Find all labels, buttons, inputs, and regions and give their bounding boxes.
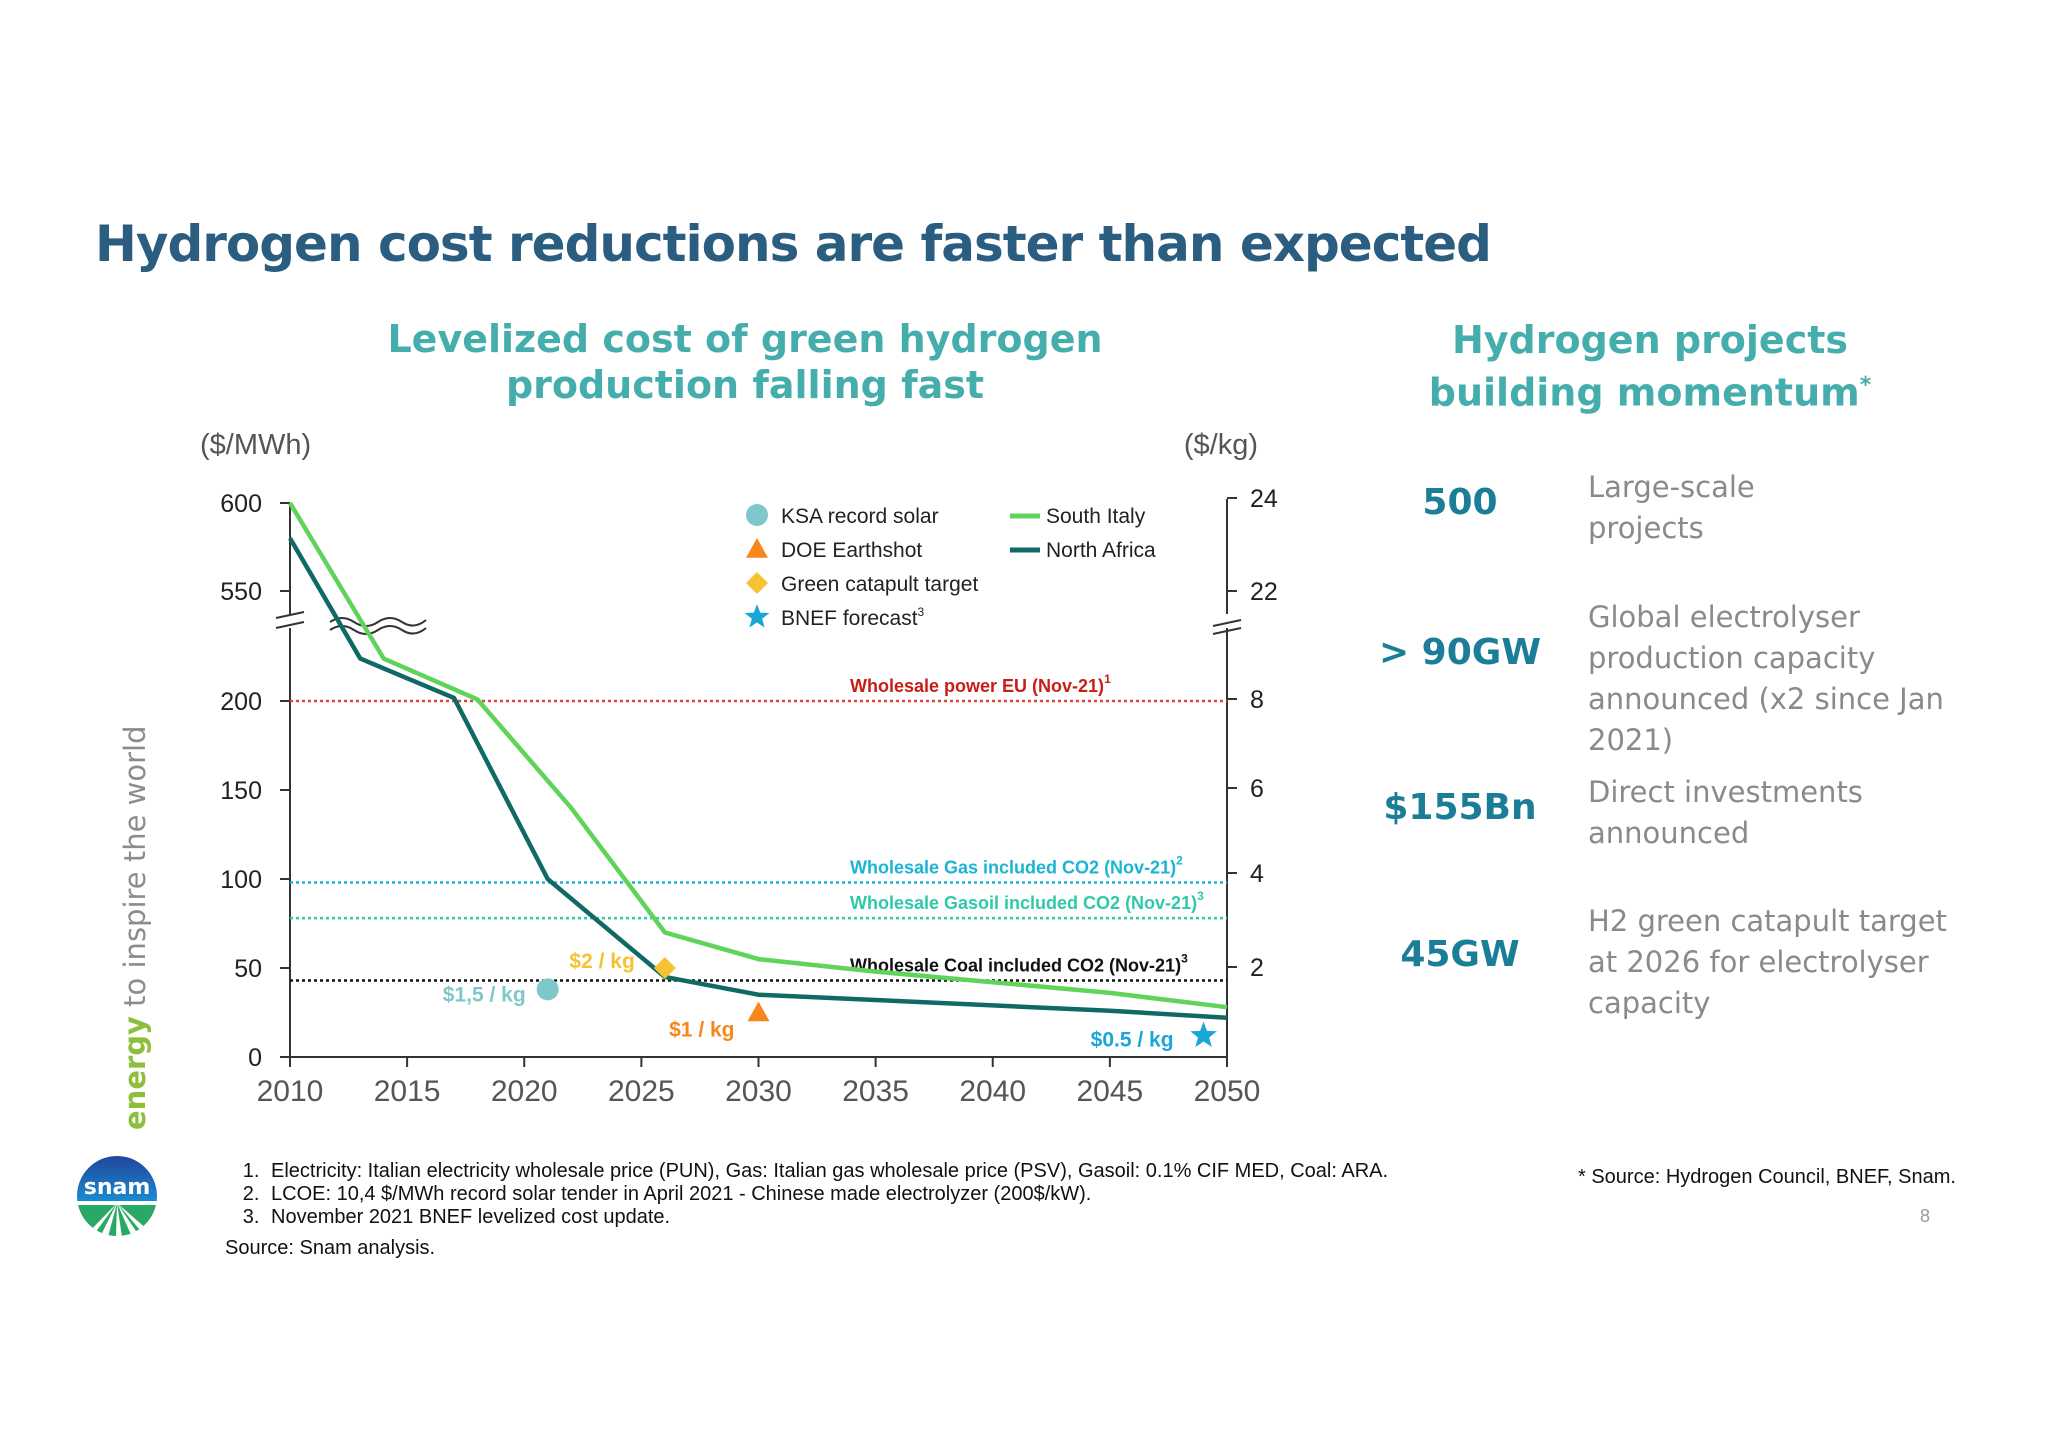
- legend-label: North Africa: [1046, 539, 1156, 562]
- stat-desc-line: at 2026 for electrolyser: [1588, 945, 1929, 979]
- legend-triangle-icon: [746, 538, 768, 558]
- right-tick-label: 24: [1250, 485, 1278, 513]
- left-tick-label: 100: [220, 866, 262, 894]
- page-title: Hydrogen cost reductions are faster than…: [95, 215, 1492, 273]
- legend-label: KSA record solar: [781, 505, 939, 528]
- left-tick-label: 550: [220, 578, 262, 606]
- legend-diamond-icon: [746, 572, 768, 594]
- snam-logo: snam: [77, 1156, 157, 1236]
- stat-value: 500: [1422, 482, 1498, 523]
- stat-desc-line: production capacity: [1588, 641, 1876, 675]
- stat-desc-line: projects: [1588, 511, 1704, 545]
- stat-description: Large-scale projects: [1588, 467, 1998, 549]
- x-tick-label: 2040: [959, 1075, 1026, 1108]
- triangle-marker: [747, 1001, 770, 1022]
- tagline-highlight: energy: [118, 1016, 152, 1130]
- stat-value: 45GW: [1400, 934, 1520, 975]
- right-tick-label: 6: [1250, 775, 1264, 803]
- left-tick-label: 150: [220, 777, 262, 805]
- stat-description: Global electrolyser production capacity an…: [1588, 597, 1998, 761]
- footnote-2: LCOE: 10,4 $/MWh record solar tender in …: [265, 1183, 1555, 1206]
- brand-tagline: energy to inspire the world: [118, 725, 152, 1130]
- left-tick-label: 0: [248, 1044, 262, 1072]
- stat-desc-line: Large-scale: [1588, 470, 1755, 504]
- footnotes: Electricity: Italian electricity wholesa…: [225, 1160, 1555, 1260]
- right-axis-break: [1212, 619, 1242, 635]
- left-tick-label: 50: [234, 955, 262, 983]
- stat-description: H2 green catapult target at 2026 for elec…: [1588, 901, 1998, 1024]
- footnote-3: November 2021 BNEF levelized cost update…: [265, 1206, 1555, 1229]
- star-marker: [1190, 1021, 1217, 1047]
- logo-text: snam: [84, 1175, 151, 1200]
- x-tick-label: 2050: [1194, 1075, 1261, 1108]
- stat-value: $155Bn: [1383, 787, 1537, 828]
- stat-desc-line: H2 green catapult target: [1588, 904, 1947, 938]
- legend-star-icon: [744, 604, 770, 628]
- right-source-note: * Source: Hydrogen Council, BNEF, Snam.: [1578, 1166, 1956, 1188]
- footnote-1: Electricity: Italian electricity wholesa…: [265, 1160, 1555, 1183]
- marker-value-label: $2 / kg: [569, 950, 634, 973]
- x-tick-label: 2045: [1077, 1075, 1144, 1108]
- right-panel-title-mark: *: [1859, 373, 1872, 398]
- right-tick-label: 8: [1250, 686, 1264, 714]
- stat-value: > 90GW: [1378, 632, 1542, 673]
- left-tick-label: 200: [220, 688, 262, 716]
- left-tick-label: 600: [220, 490, 262, 518]
- stat-desc-line: announced: [1588, 816, 1750, 850]
- right-panel-title: Hydrogen projects building momentum*: [1370, 317, 1930, 416]
- marker-value-label: $1,5 / kg: [443, 983, 526, 1006]
- reference-line-label: Wholesale Coal included CO2 (Nov-21)3: [850, 951, 1188, 975]
- right-tick-label: 4: [1250, 860, 1264, 888]
- circle-marker: [536, 978, 559, 1001]
- series-line-north-africa: [288, 537, 1228, 1021]
- x-tick-label: 2030: [725, 1075, 792, 1108]
- right-tick-label: 22: [1250, 578, 1278, 606]
- x-tick-label: 2035: [842, 1075, 909, 1108]
- x-tick-label: 2020: [491, 1075, 558, 1108]
- series-line-south-italy: [288, 501, 1228, 1010]
- diamond-marker: [653, 957, 676, 979]
- stat-description: Direct investments announced: [1588, 772, 1998, 854]
- legend-label: Green catapult target: [781, 573, 978, 596]
- x-tick-label: 2010: [257, 1075, 324, 1108]
- x-tick-label: 2015: [374, 1075, 441, 1108]
- marker-value-label: $1 / kg: [669, 1019, 734, 1042]
- right-tick-label: 2: [1250, 954, 1264, 982]
- reference-line-label: Wholesale Gasoil included CO2 (Nov-21)3: [850, 889, 1204, 913]
- stat-desc-line: announced (x2 since Jan: [1588, 682, 1944, 716]
- x-tick-label: 2025: [608, 1075, 675, 1108]
- stat-desc-line: capacity: [1588, 986, 1711, 1020]
- page-number: 8: [1920, 1206, 1931, 1226]
- right-panel-title-text: Hydrogen projects building momentum: [1428, 318, 1860, 415]
- right-axis-label: ($/kg): [1184, 429, 1258, 461]
- reference-line-label: Wholesale power EU (Nov-21)1: [850, 672, 1111, 696]
- legend-label: DOE Earthshot: [781, 539, 922, 562]
- stat-desc-line: 2021): [1588, 723, 1674, 757]
- marker-value-label: $0.5 / kg: [1091, 1029, 1174, 1052]
- legend-label: South Italy: [1046, 505, 1146, 528]
- left-axis-label: ($/MWh): [200, 429, 311, 461]
- source-note: Source: Snam analysis.: [225, 1237, 436, 1259]
- tagline-rest: to inspire the world: [118, 725, 152, 1017]
- stat-desc-line: Global electrolyser: [1588, 600, 1860, 634]
- stat-desc-line: Direct investments: [1588, 775, 1863, 809]
- chart-title: Levelized cost of green hydrogen product…: [387, 317, 1103, 407]
- legend-label: BNEF forecast3: [781, 605, 925, 630]
- left-axis-break: [275, 611, 305, 629]
- legend-circle-icon: [746, 504, 768, 526]
- reference-line-label: Wholesale Gas included CO2 (Nov-21)2: [850, 854, 1183, 878]
- series-break-mark: [329, 617, 427, 635]
